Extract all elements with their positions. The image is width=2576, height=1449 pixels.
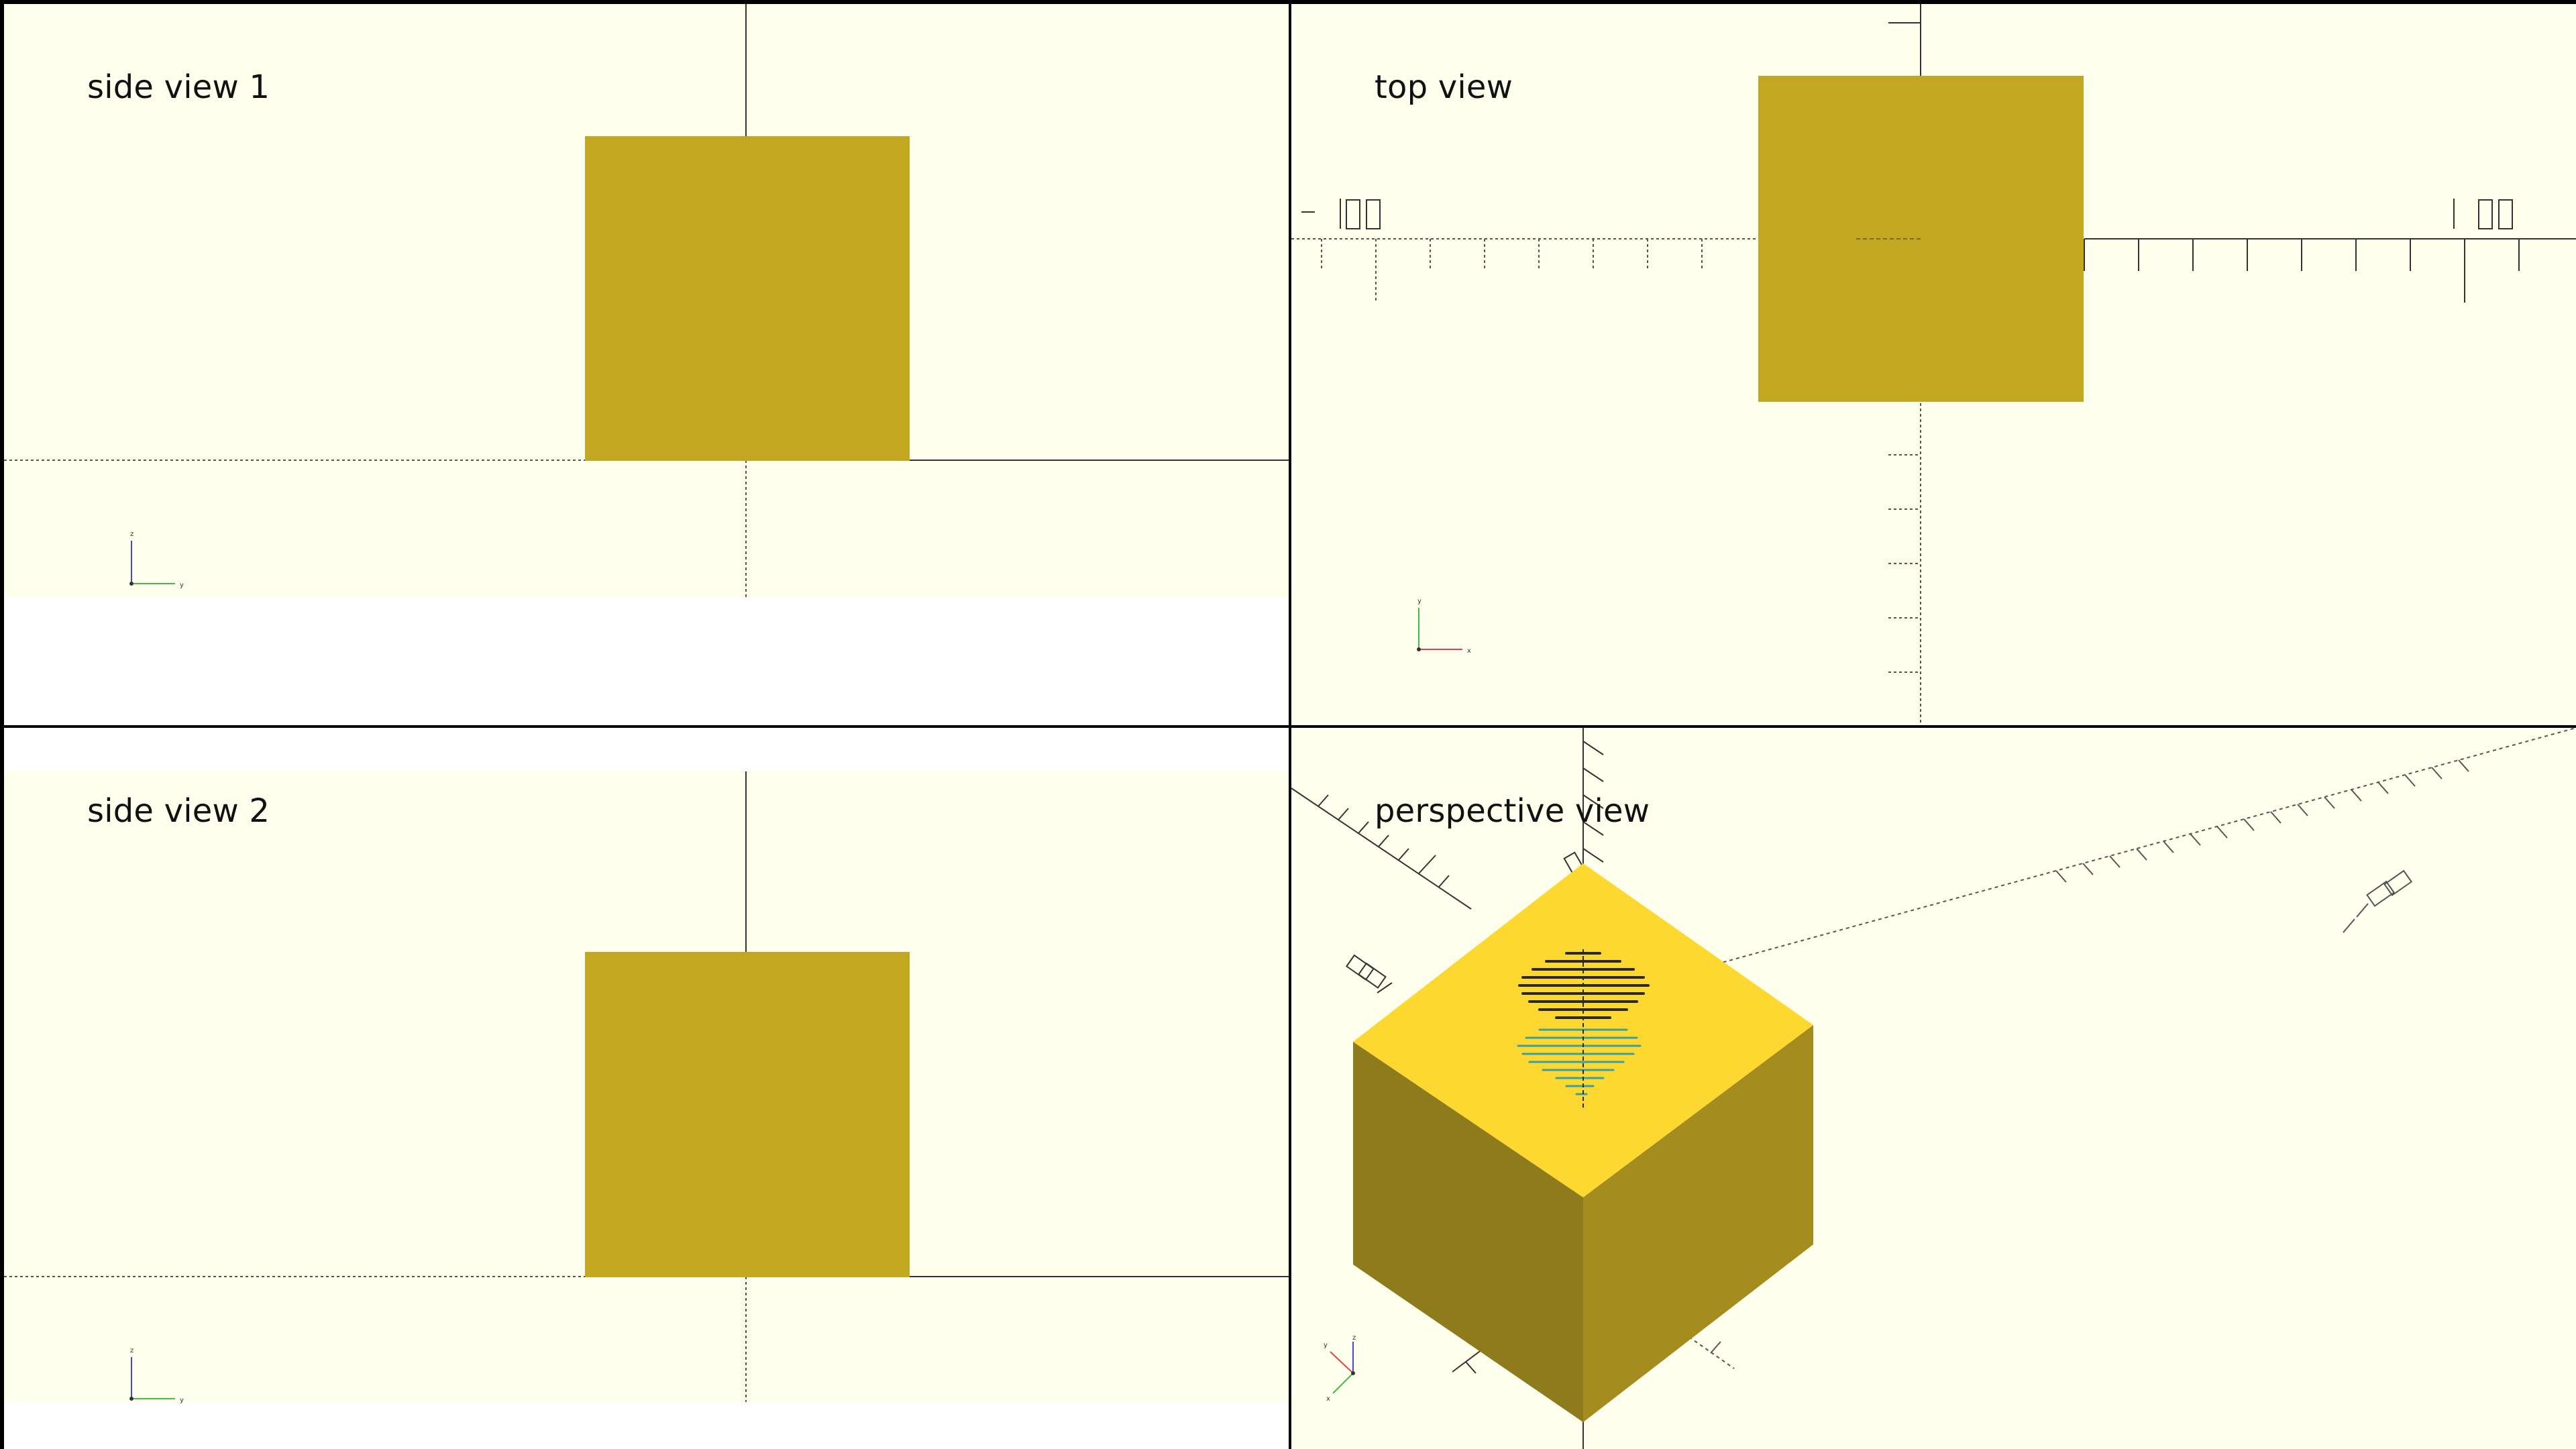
axis-gizmo xyxy=(129,1357,175,1401)
cube-front-face[interactable] xyxy=(585,136,910,461)
gizmo-label-x: x xyxy=(1467,647,1471,655)
viewport-top-view[interactable]: y x top view xyxy=(1291,4,2576,725)
perspective-view-canvas[interactable]: z y x xyxy=(1291,728,2576,1449)
view-label-side-1: side view 1 xyxy=(87,68,270,106)
gizmo-label-y: y xyxy=(180,582,184,589)
top-face-stripes-teal xyxy=(1517,1028,1642,1095)
view-label-perspective: perspective view xyxy=(1375,792,1650,830)
side-view-2-canvas[interactable]: z y xyxy=(4,728,1289,1449)
x-axis-negative-ticks xyxy=(1321,239,1703,303)
gizmo-label-y: y xyxy=(1417,598,1421,605)
back-right-ticks xyxy=(2055,759,2469,883)
view-label-side-2: side view 2 xyxy=(87,792,270,830)
scale-mark-right xyxy=(2343,869,2413,933)
cube-side-face[interactable] xyxy=(585,952,910,1277)
viewport-side-view-1[interactable]: z y side view 1 xyxy=(4,4,1289,725)
scale-mark-left xyxy=(1345,954,1393,994)
viewport-perspective-view[interactable]: z y x perspective view xyxy=(1291,728,2576,1449)
axis-gizmo xyxy=(1330,1342,1355,1394)
scale-mark-negative xyxy=(1301,199,1381,229)
gizmo-label-y: y xyxy=(1324,1342,1328,1349)
gizmo-label-y: y xyxy=(180,1397,184,1404)
x-axis-ticks xyxy=(2084,239,2520,303)
y-axis-negative-ticks xyxy=(1888,454,1921,673)
scale-mark-positive xyxy=(2453,199,2513,229)
axis-back-left xyxy=(1291,788,1472,910)
viewport-side-view-2[interactable]: z y side view 2 xyxy=(4,728,1289,1449)
axis-back-right xyxy=(1697,728,2576,970)
cube-top-face[interactable] xyxy=(1758,76,2084,402)
back-left-ticks xyxy=(1318,794,1450,888)
gizmo-label-z: z xyxy=(1352,1334,1356,1342)
gizmo-label-x: x xyxy=(1326,1395,1330,1403)
gizmo-label-z: z xyxy=(130,531,133,538)
z-axis-ticks xyxy=(1582,741,1604,863)
cube-left-face[interactable] xyxy=(1353,1042,1583,1422)
side-view-1-canvas[interactable]: z y xyxy=(4,4,1289,725)
cube-right-face[interactable] xyxy=(1583,1025,1813,1422)
axis-gizmo xyxy=(1417,608,1462,651)
top-view-canvas[interactable]: y x xyxy=(1291,4,2576,725)
axis-gizmo xyxy=(129,541,175,586)
view-label-top: top view xyxy=(1375,68,1513,106)
gizmo-label-z: z xyxy=(130,1347,133,1354)
